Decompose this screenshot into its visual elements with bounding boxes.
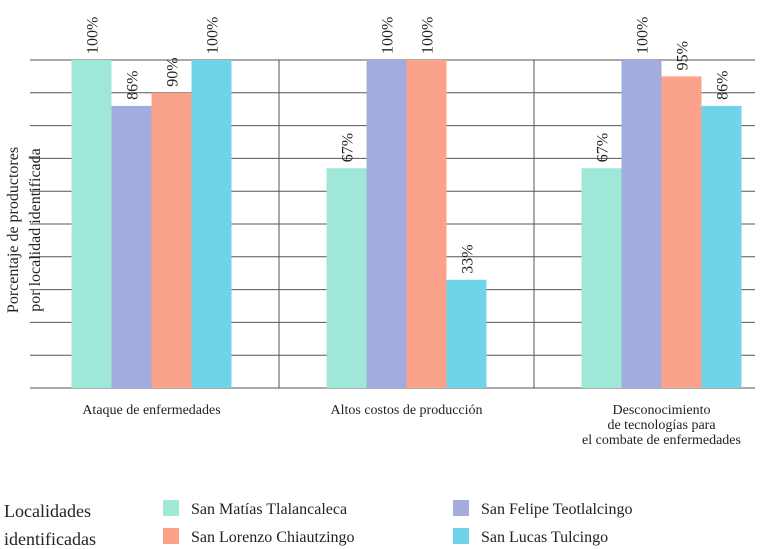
legend-label: San Lorenzo Chiautzingo <box>191 529 355 546</box>
legend-swatch <box>163 500 179 516</box>
x-tick-label: Altos costos de producción <box>330 403 483 418</box>
bar <box>191 60 232 388</box>
legend-swatch <box>453 528 469 544</box>
legend-swatch <box>453 500 469 516</box>
legend-label: San Matías Tlalancaleca <box>191 501 347 518</box>
value-label: 33% <box>460 244 477 273</box>
bar <box>446 279 487 388</box>
value-label: 100% <box>380 17 397 54</box>
value-label: 95% <box>675 41 692 70</box>
bar <box>151 92 192 389</box>
bar <box>406 60 447 388</box>
value-label: 100% <box>85 17 102 54</box>
value-label: 90% <box>165 57 182 86</box>
bar <box>326 168 367 388</box>
value-label: 100% <box>205 17 222 54</box>
value-label: 67% <box>595 133 612 162</box>
bar <box>111 105 152 389</box>
bar <box>621 60 662 388</box>
legend-title: Localidades identificadas <box>4 501 96 549</box>
legend-label: San Felipe Teotlalcingo <box>481 501 632 518</box>
legend-label: San Lucas Tulcingo <box>481 529 608 546</box>
x-tick-label: Desconocimiento de tecnologías para el c… <box>582 403 741 448</box>
value-label: 67% <box>340 133 357 162</box>
x-tick-label: Ataque de enfermedades <box>82 403 221 418</box>
value-label: 100% <box>420 17 437 54</box>
value-label: 86% <box>715 71 732 100</box>
y-axis-label: Porcentaje de productores por localidad i… <box>5 147 44 313</box>
bar <box>581 168 622 388</box>
bar <box>701 105 742 389</box>
bar <box>71 60 112 388</box>
value-label: 100% <box>635 17 652 54</box>
bar <box>366 60 407 388</box>
value-label: 86% <box>125 71 142 100</box>
legend-swatch <box>163 528 179 544</box>
bar <box>661 76 702 389</box>
